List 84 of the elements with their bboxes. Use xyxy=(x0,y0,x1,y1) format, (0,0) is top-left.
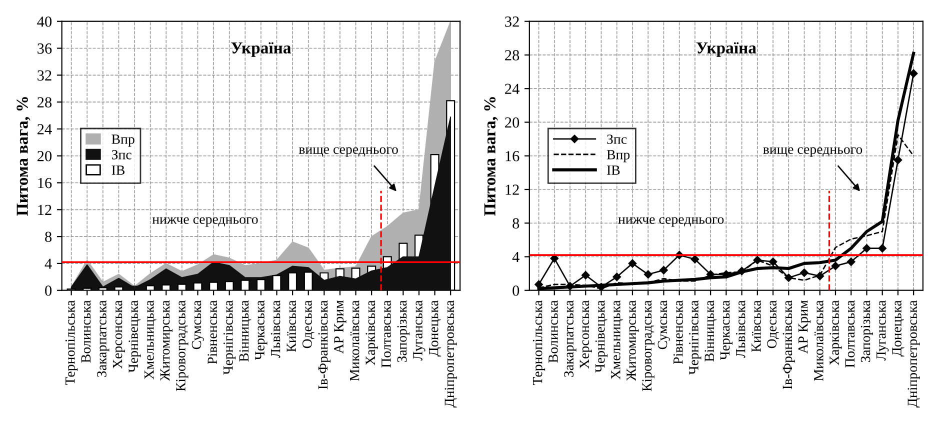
y-tick-label: 4 xyxy=(44,258,52,269)
annotation: нижче середнього xyxy=(618,217,724,227)
legend-label: ІВ xyxy=(112,166,124,175)
y-tick-label: 0 xyxy=(512,286,520,296)
y-tick-label: 28 xyxy=(38,97,52,108)
legend-label: Зпс xyxy=(607,134,627,144)
x-tick-label: Дніпропетровська xyxy=(444,300,457,408)
x-tick-label: Київська xyxy=(752,300,761,352)
x-tick-label: Тернопільська xyxy=(532,300,546,386)
y-tick-label: 20 xyxy=(38,150,52,162)
x-tick-label: Львівська xyxy=(270,300,280,358)
y-tick-label: 32 xyxy=(505,16,519,27)
x-tick-label: Запорізька xyxy=(860,300,874,362)
x-tick-label: Житомирська xyxy=(160,300,172,381)
x-tick-label: Одеська xyxy=(302,300,314,348)
y-tick-label: 12 xyxy=(506,184,519,195)
x-tick-label: АР Крим xyxy=(798,300,811,354)
x-tick-label: Тернопільська xyxy=(65,300,78,386)
x-tick-label: Запорізька xyxy=(397,300,410,362)
y-tick-label: 8 xyxy=(45,232,52,242)
x-tick-label: Одеська xyxy=(767,300,780,348)
x-tick-label: Херсонська xyxy=(112,300,126,369)
legend-label: ІВ xyxy=(606,166,620,175)
x-tick-label: АР Крим xyxy=(334,300,346,354)
annotation: вище середнього xyxy=(763,147,862,157)
annotation: вище середнього xyxy=(298,147,398,157)
x-tick-label: Харківська xyxy=(830,300,842,366)
x-tick-label: Донецька xyxy=(429,300,442,356)
legend-label: Зпс xyxy=(112,150,132,160)
y-axis-title: Питома вага, % xyxy=(484,97,498,216)
x-tick-label: Миколаївська xyxy=(814,300,824,381)
x-tick-label: Черкаська xyxy=(720,300,732,360)
x-tick-label: Волинська xyxy=(548,300,558,363)
x-tick-label: Львівська xyxy=(736,300,746,358)
x-tick-label: Ів-Франківська xyxy=(782,300,795,390)
x-tick-label: Полтавська xyxy=(845,300,855,368)
text: Україна xyxy=(696,42,756,57)
y-tick-label: 16 xyxy=(506,151,520,162)
x-tick-label: Чернівецька xyxy=(595,300,608,372)
annotation: нижче середнього xyxy=(152,217,258,227)
y-tick-label: 32 xyxy=(38,70,52,81)
x-tick-label: Хмельницька xyxy=(144,300,156,380)
y-tick-label: 24 xyxy=(38,124,52,134)
x-tick-label: Чернігівська xyxy=(689,300,702,375)
y-tick-label: 20 xyxy=(505,117,520,128)
legend-label: Впр xyxy=(112,134,134,147)
x-tick-label: Волинська xyxy=(81,300,91,363)
y-tick-label: 36 xyxy=(38,43,52,54)
x-tick-label: Кіровоградська xyxy=(642,300,654,392)
x-tick-label: Ів-Франківська xyxy=(318,300,330,390)
x-tick-label: Сумська xyxy=(658,300,670,350)
y-tick-label: 40 xyxy=(37,16,52,27)
x-tick-label: Донецька xyxy=(892,300,904,356)
x-tick-label: Луганська xyxy=(413,300,426,360)
x-tick-label: Закарпатська xyxy=(564,300,576,377)
x-tick-label: Сумська xyxy=(192,300,204,350)
x-tick-label: Полтавська xyxy=(382,300,391,368)
x-tick-label: Рівненська xyxy=(673,300,683,364)
y-tick-label: 0 xyxy=(45,286,52,296)
y-tick-label: 4 xyxy=(512,252,520,262)
x-tick-label: Вінницька xyxy=(239,300,252,362)
x-tick-label: Закарпатська xyxy=(97,300,110,377)
x-tick-label: Хмельницька xyxy=(611,300,623,380)
y-tick-label: 16 xyxy=(38,178,52,188)
x-tick-label: Кіровоградська xyxy=(176,300,188,392)
x-tick-label: Чернігівська xyxy=(223,300,236,375)
x-tick-label: Вінницька xyxy=(704,300,717,362)
x-tick-label: Черкаська xyxy=(255,300,268,360)
x-tick-label: Миколаївська xyxy=(350,300,360,381)
y-axis-title: Питома вага, % xyxy=(16,97,30,216)
x-tick-label: Дніпропетровська xyxy=(908,300,920,408)
y-tick-label: 8 xyxy=(512,218,520,229)
legend-label: Впр xyxy=(606,150,630,162)
x-tick-label: Рівненська xyxy=(208,300,218,364)
y-tick-label: 28 xyxy=(505,50,520,60)
x-tick-label: Херсонська xyxy=(580,300,592,369)
y-tick-label: 12 xyxy=(38,204,52,215)
x-tick-label: Житомирська xyxy=(626,300,639,381)
x-tick-label: Чернівецька xyxy=(128,300,141,372)
x-tick-label: Луганська xyxy=(876,300,889,360)
x-tick-label: Київська xyxy=(286,300,296,352)
text: Україна xyxy=(231,42,292,57)
y-tick-label: 24 xyxy=(505,84,520,94)
x-tick-label: Харківська xyxy=(366,300,378,366)
